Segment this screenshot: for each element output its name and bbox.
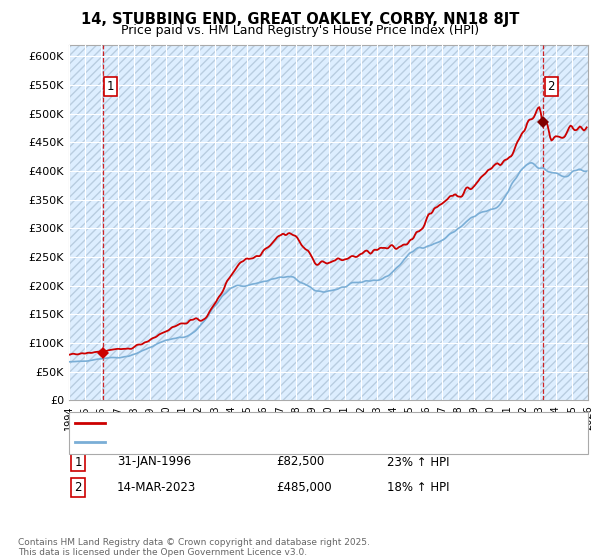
Text: 23% ↑ HPI: 23% ↑ HPI (387, 455, 449, 469)
Text: 1: 1 (107, 80, 114, 92)
Text: £485,000: £485,000 (276, 480, 332, 494)
Text: Price paid vs. HM Land Registry's House Price Index (HPI): Price paid vs. HM Land Registry's House … (121, 24, 479, 36)
Text: 1: 1 (74, 455, 82, 469)
Text: £82,500: £82,500 (276, 455, 324, 469)
Text: HPI: Average price, detached house, North Northamptonshire: HPI: Average price, detached house, Nort… (111, 437, 431, 447)
Text: 18% ↑ HPI: 18% ↑ HPI (387, 480, 449, 494)
Text: 14, STUBBING END, GREAT OAKLEY, CORBY, NN18 8JT: 14, STUBBING END, GREAT OAKLEY, CORBY, N… (81, 12, 519, 27)
Text: 14, STUBBING END, GREAT OAKLEY, CORBY, NN18 8JT (detached house): 14, STUBBING END, GREAT OAKLEY, CORBY, N… (111, 418, 486, 428)
Text: 31-JAN-1996: 31-JAN-1996 (117, 455, 191, 469)
Text: Contains HM Land Registry data © Crown copyright and database right 2025.
This d: Contains HM Land Registry data © Crown c… (18, 538, 370, 557)
Text: 14-MAR-2023: 14-MAR-2023 (117, 480, 196, 494)
Text: 2: 2 (548, 80, 555, 92)
Text: 2: 2 (74, 480, 82, 494)
